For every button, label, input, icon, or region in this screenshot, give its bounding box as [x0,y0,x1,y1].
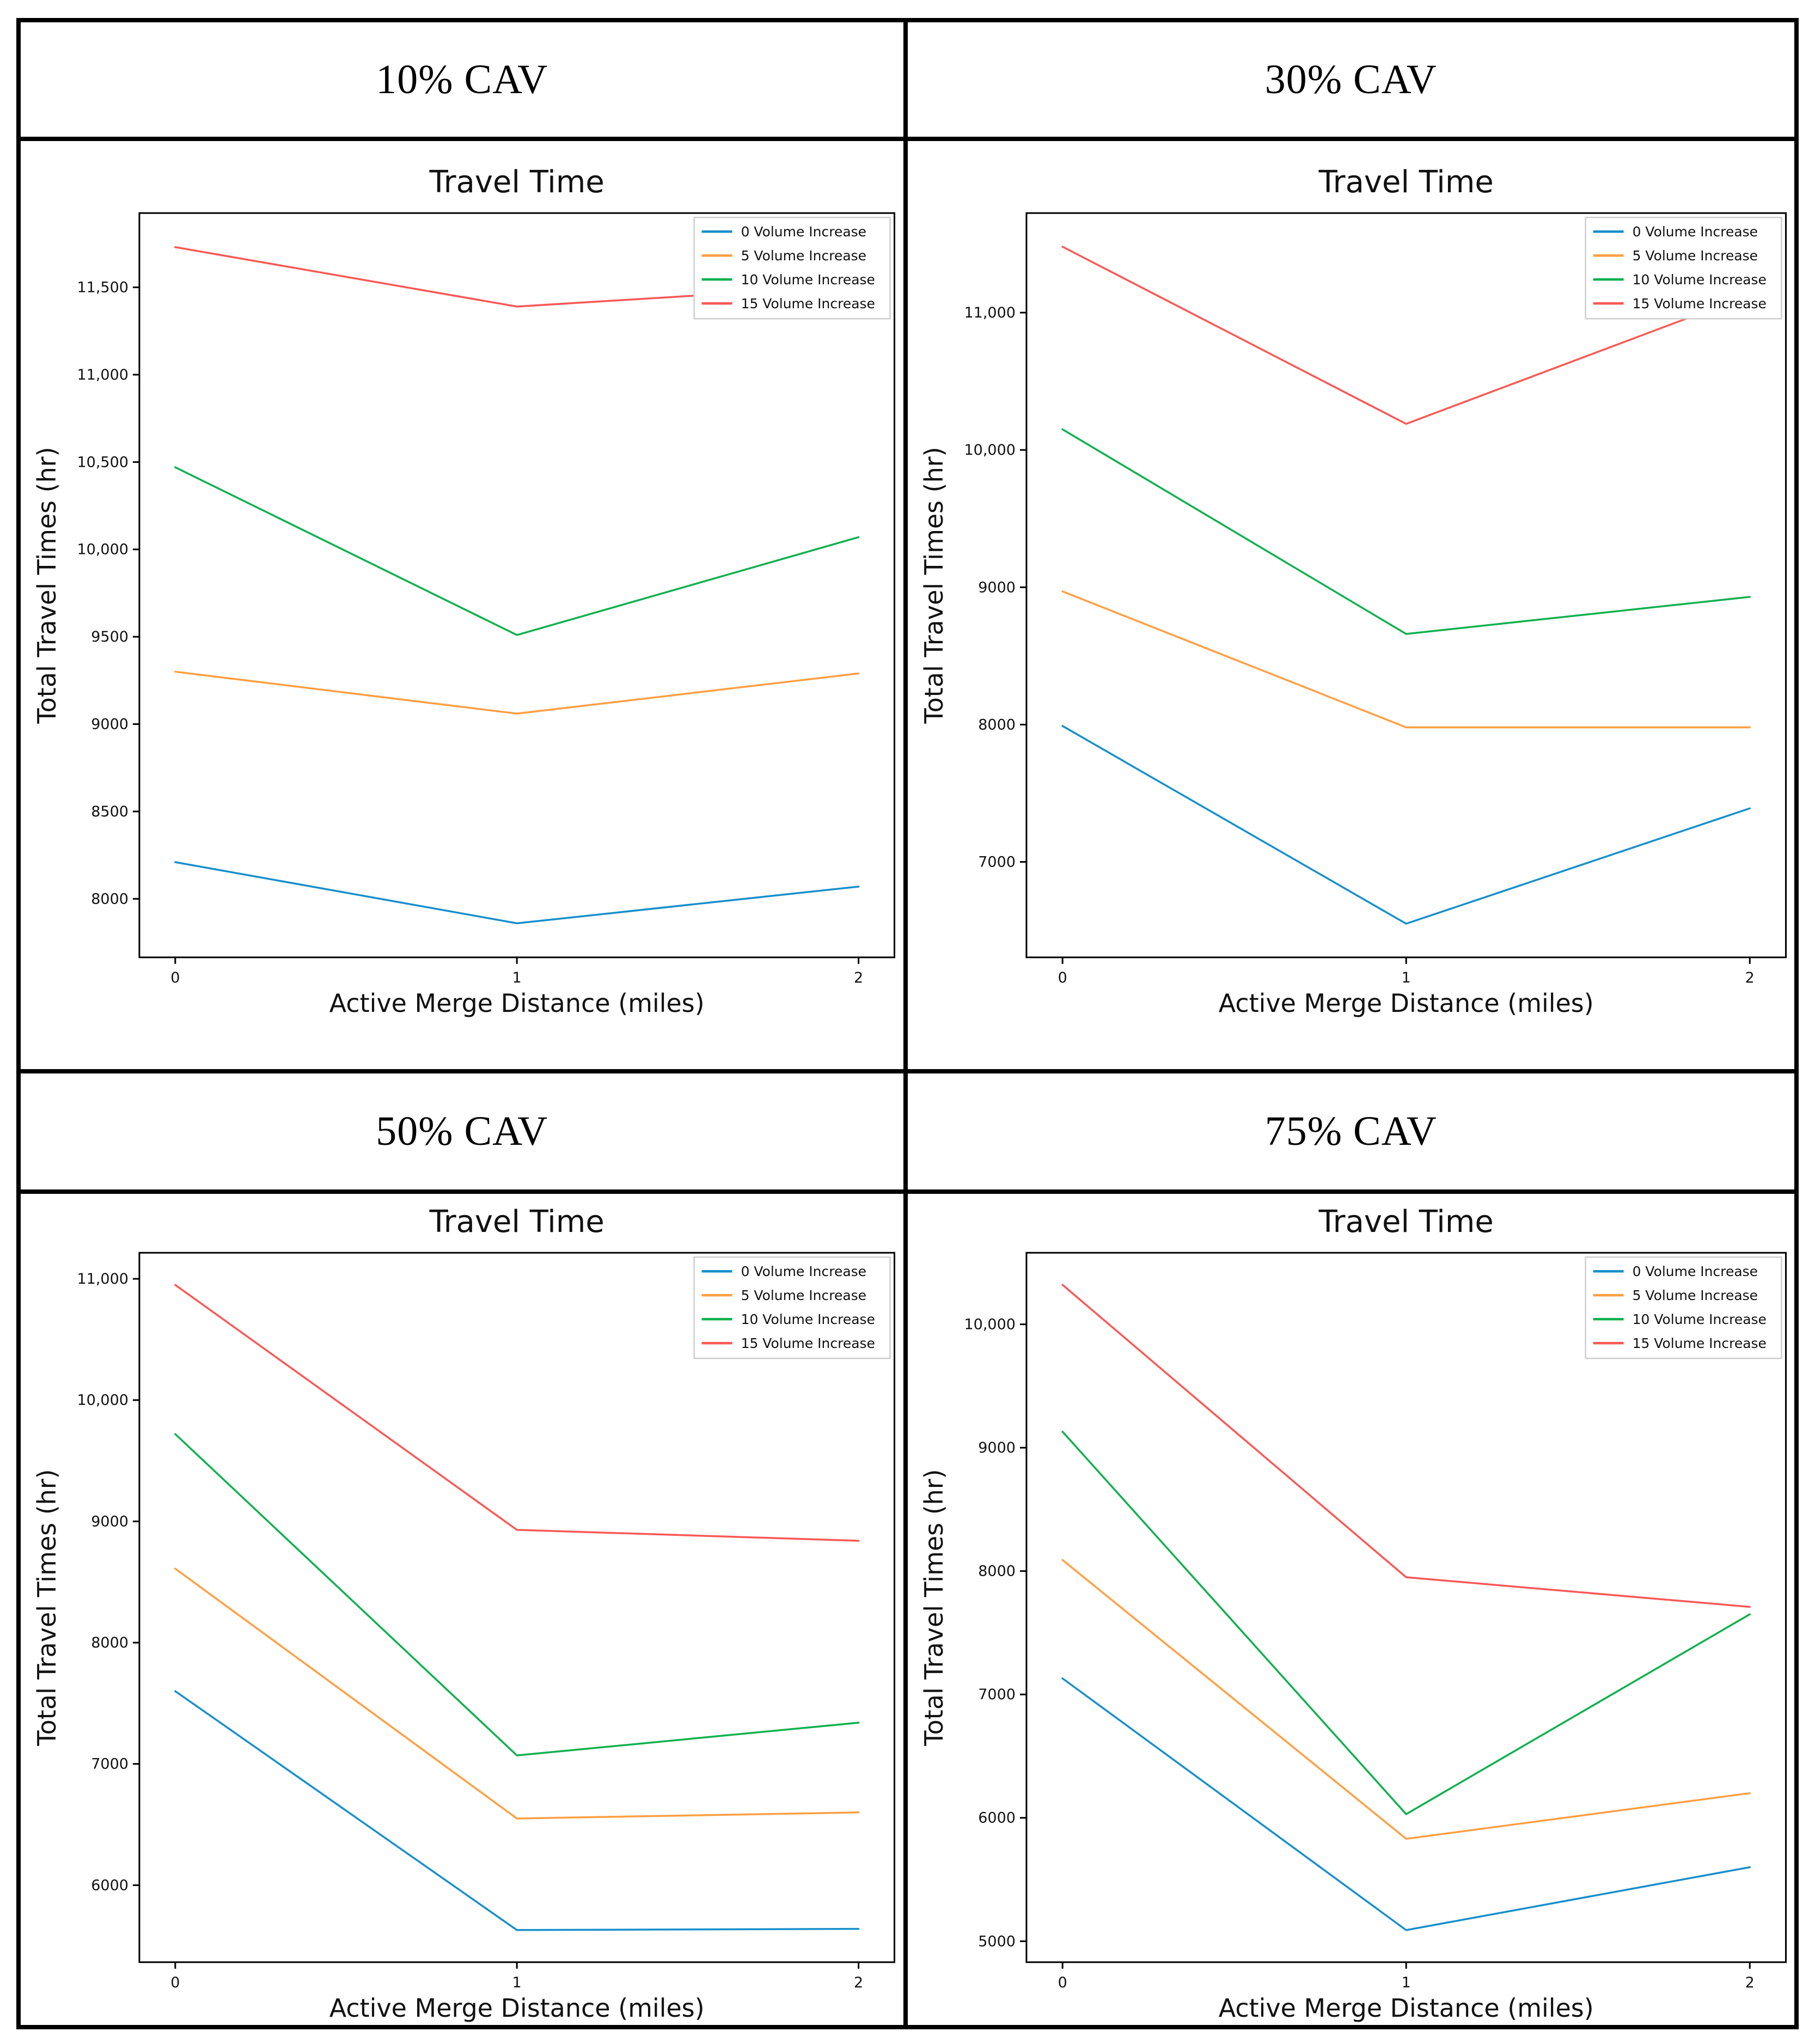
chart-cell-75-cav: 5000 6000 7000 8000 9000 10,000 0 1 2 Travel Time… [907,1194,1794,2025]
svg-text:2: 2 [854,1974,863,1991]
panel-header-75-cav: 75% CAV [907,1073,1794,1194]
svg-text:11,500: 11,500 [77,279,129,296]
svg-text:15 Volume Increase: 15 Volume Increase [1632,1335,1766,1351]
panel-header-label: 10% CAV [376,56,548,102]
svg-text:10,000: 10,000 [964,1316,1015,1333]
panel-header-label: 30% CAV [1264,56,1437,102]
svg-text:6000: 6000 [91,1877,129,1894]
svg-text:10 Volume Increase: 10 Volume Increase [1632,1311,1766,1327]
svg-text:7000: 7000 [978,1686,1016,1703]
svg-text:0: 0 [1058,969,1067,986]
svg-text:Active Merge Distance (miles): Active Merge Distance (miles) [1218,989,1593,1018]
panel-header-10-cav: 10% CAV [21,22,908,141]
svg-text:Active Merge Distance (miles): Active Merge Distance (miles) [329,1993,705,2023]
svg-text:0: 0 [170,1974,180,1991]
svg-text:Travel Time: Travel Time [1318,164,1493,200]
svg-text:Total Travel Times (hr): Total Travel Times (hr) [919,447,948,724]
svg-text:10,500: 10,500 [77,454,129,471]
svg-text:5 Volume Increase: 5 Volume Increase [1632,1288,1757,1303]
svg-text:8000: 8000 [91,1634,129,1651]
svg-text:10,000: 10,000 [964,442,1015,459]
svg-text:2: 2 [854,969,863,986]
svg-text:1: 1 [1401,969,1410,986]
svg-text:0 Volume Increase: 0 Volume Increase [741,224,866,240]
svg-text:8500: 8500 [91,803,129,820]
svg-text:10,000: 10,000 [77,541,129,558]
panel-header-label: 50% CAV [376,1108,548,1154]
svg-text:11,000: 11,000 [77,367,129,383]
travel-time-chart-75-cav: 5000 6000 7000 8000 9000 10,000 0 1 2 Travel Time… [919,1204,1787,2023]
svg-text:2: 2 [1745,1974,1754,1991]
svg-text:Travel Time: Travel Time [429,1204,604,1240]
svg-text:9500: 9500 [91,629,129,645]
chart-cell-30-cav: 7000 8000 9000 10,000 11,000 0 1 2 Travel Time Ac… [907,141,1794,1073]
svg-text:10 Volume Increase: 10 Volume Increase [741,1311,875,1327]
svg-text:5 Volume Increase: 5 Volume Increase [741,1288,866,1303]
svg-text:1: 1 [1401,1974,1410,1991]
svg-text:1: 1 [512,1974,522,1991]
chart-cell-50-cav: 6000 7000 8000 9000 10,000 11,000 0 1 2 Travel Ti… [21,1194,908,2025]
svg-text:15 Volume Increase: 15 Volume Increase [741,1335,875,1351]
svg-text:6000: 6000 [978,1810,1016,1827]
svg-text:5 Volume Increase: 5 Volume Increase [1632,248,1757,264]
svg-text:10,000: 10,000 [77,1392,129,1409]
svg-text:9000: 9000 [978,1439,1016,1456]
panel-header-50-cav: 50% CAV [21,1073,908,1194]
svg-text:5 Volume Increase: 5 Volume Increase [741,248,866,264]
travel-time-chart-50-cav: 6000 7000 8000 9000 10,000 11,000 0 1 2 Travel Ti… [32,1204,896,2023]
svg-text:15 Volume Increase: 15 Volume Increase [1632,296,1766,312]
svg-text:Travel Time: Travel Time [429,164,604,200]
svg-text:Total Travel Times (hr): Total Travel Times (hr) [32,1469,62,1746]
svg-text:11,000: 11,000 [77,1271,129,1288]
panel-header-30-cav: 30% CAV [907,22,1794,141]
svg-text:9000: 9000 [91,716,129,733]
svg-text:0: 0 [170,969,180,986]
travel-time-chart-30-cav: 7000 8000 9000 10,000 11,000 0 1 2 Travel Time Ac… [919,164,1787,1018]
svg-text:Travel Time: Travel Time [1318,1204,1493,1240]
svg-text:Active Merge Distance (miles): Active Merge Distance (miles) [1218,1993,1593,2023]
svg-text:0 Volume Increase: 0 Volume Increase [741,1264,866,1279]
chart-cell-10-cav: 8000 8500 9000 9500 10,000 10,500 11,000 11,500… [21,141,908,1073]
svg-text:7000: 7000 [978,854,1016,871]
cav-comparison-grid: 10% CAV 30% CAV 8000 8500 9000 9500 10,000 10… [16,18,1799,2029]
svg-text:0 Volume Increase: 0 Volume Increase [1632,1264,1757,1279]
svg-text:Total Travel Times (hr): Total Travel Times (hr) [32,447,62,724]
svg-text:9000: 9000 [978,579,1016,596]
svg-text:11,000: 11,000 [964,304,1015,321]
panel-header-label: 75% CAV [1264,1108,1437,1154]
svg-text:Active Merge Distance (miles): Active Merge Distance (miles) [329,989,705,1018]
svg-text:8000: 8000 [978,1563,1016,1580]
svg-text:8000: 8000 [91,890,129,907]
svg-text:2: 2 [1745,969,1754,986]
svg-text:8000: 8000 [978,716,1016,733]
svg-text:0 Volume Increase: 0 Volume Increase [1632,224,1757,240]
svg-text:7000: 7000 [91,1756,129,1773]
svg-text:15 Volume Increase: 15 Volume Increase [741,296,875,312]
travel-time-chart-10-cav: 8000 8500 9000 9500 10,000 10,500 11,000 11,500… [32,164,896,1018]
svg-text:10 Volume Increase: 10 Volume Increase [1632,272,1766,288]
svg-text:Total Travel Times (hr): Total Travel Times (hr) [919,1469,948,1746]
svg-text:9000: 9000 [91,1513,129,1530]
svg-text:5000: 5000 [978,1933,1016,1950]
svg-text:0: 0 [1058,1974,1067,1991]
svg-text:1: 1 [512,969,522,986]
svg-text:10 Volume Increase: 10 Volume Increase [741,272,875,288]
